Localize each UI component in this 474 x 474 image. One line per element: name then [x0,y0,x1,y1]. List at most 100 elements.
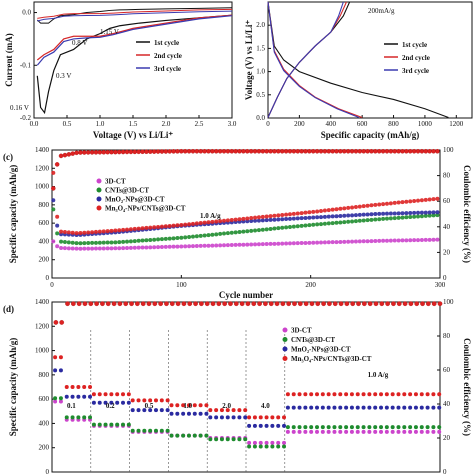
capacity-point-2 [225,231,230,236]
capacity-point-4 [208,408,213,413]
capacity-point-4 [159,398,164,403]
capacity-point-1 [51,239,56,244]
capacity-point-2 [159,428,164,433]
ce-point [111,301,117,307]
ce-point [350,301,356,307]
ce-point [408,301,414,307]
capacity-point-3 [260,218,265,223]
capacity-point-2 [299,223,304,228]
capacity-point-3 [373,212,378,216]
ce-point [228,301,233,307]
capacity-point-4 [128,227,133,232]
capacity-point-1 [148,245,153,250]
x-tick-label: 600 [357,120,368,128]
capacity-point-1 [109,246,114,251]
capacity-point-2 [70,240,75,245]
capacity-point-2 [206,233,211,238]
capacity-point-1 [264,242,269,247]
capacity-point-1 [297,429,302,434]
capacity-point-4 [276,213,281,218]
capacity-point-4 [156,224,161,229]
ce-point [97,150,103,155]
capacity-point-4 [332,392,337,397]
capacity-point-4 [330,207,335,212]
capacity-point-2 [402,425,407,430]
capacity-point-3 [346,213,351,218]
capacity-point-1 [140,245,145,250]
capacity-point-3 [219,415,224,420]
capacity-point-4 [148,225,153,230]
y2-tick-label: 40 [443,223,451,231]
capacity-point-1 [319,240,324,245]
capacity-point-3 [291,405,296,410]
ce-point [124,149,130,155]
capacity-point-3 [408,211,413,216]
capacity-point-3 [431,405,436,410]
y-tick-label: 400 [39,419,50,427]
capacity-point-3 [381,211,386,216]
ce-point [76,301,82,307]
ce-point [88,301,94,307]
capacity-point-1 [183,244,188,249]
capacity-point-3 [353,213,358,218]
cv-return-curve-3 [37,10,233,22]
capacity-point-1 [256,242,261,247]
ce-point [164,301,169,307]
capacity-point-2 [320,425,325,430]
ce-point [210,149,215,154]
capacity-point-1 [179,244,184,249]
capacity-point-3 [126,400,131,405]
capacity-point-1 [78,246,83,251]
capacity-point-2 [309,425,314,430]
ce-point [427,149,432,154]
ce-point [54,162,60,167]
legend-label-4: Mn₃O₄-NPs/CNTs@3D-CT [291,355,372,363]
ce-point [367,301,373,307]
capacity-point-4 [299,211,304,216]
capacity-point-4 [225,218,230,223]
capacity-point-4 [291,392,296,397]
ce-point [315,301,321,307]
capacity-point-2 [192,433,197,438]
capacity-point-2 [76,415,81,420]
capacity-point-2 [307,223,312,228]
y-axis-label: Voltage (V) vs Li/Li⁺ [244,20,254,100]
capacity-point-1 [285,429,290,434]
capacity-point-2 [97,422,102,427]
capacity-point-3 [297,405,302,410]
capacity-point-4 [64,385,69,389]
capacity-point-1 [435,237,440,242]
capacity-point-2 [276,444,281,449]
capacity-point-2 [416,214,421,219]
capacity-point-2 [338,425,343,430]
capacity-point-4 [103,392,108,397]
ce-point [353,149,359,154]
capacity-point-4 [222,218,227,223]
ce-point [256,149,262,154]
capacity-point-2 [280,225,285,230]
capacity-point-2 [319,222,324,227]
capacity-point-1 [136,245,141,250]
ce-point [404,149,409,154]
capacity-point-2 [396,215,401,220]
peak-annotation: 1.15 V [100,28,119,36]
ce-point [318,149,324,154]
capacity-point-2 [373,425,378,430]
capacity-point-4 [58,355,63,360]
capacity-point-4 [153,398,158,403]
capacity-point-3 [285,405,290,410]
ce-point [129,301,134,307]
capacity-point-3 [136,408,141,413]
ce-point [105,301,111,307]
capacity-point-4 [219,408,224,413]
capacity-point-2 [413,425,418,430]
ce-point [70,301,76,307]
capacity-point-4 [218,219,223,224]
ce-point [202,149,207,154]
capacity-point-2 [388,216,393,221]
capacity-point-1 [330,240,335,245]
capacity-point-3 [51,198,56,203]
capacity-point-2 [381,216,386,221]
legend-label-2: 2nd cycle [154,52,182,60]
capacity-point-2 [384,425,389,430]
